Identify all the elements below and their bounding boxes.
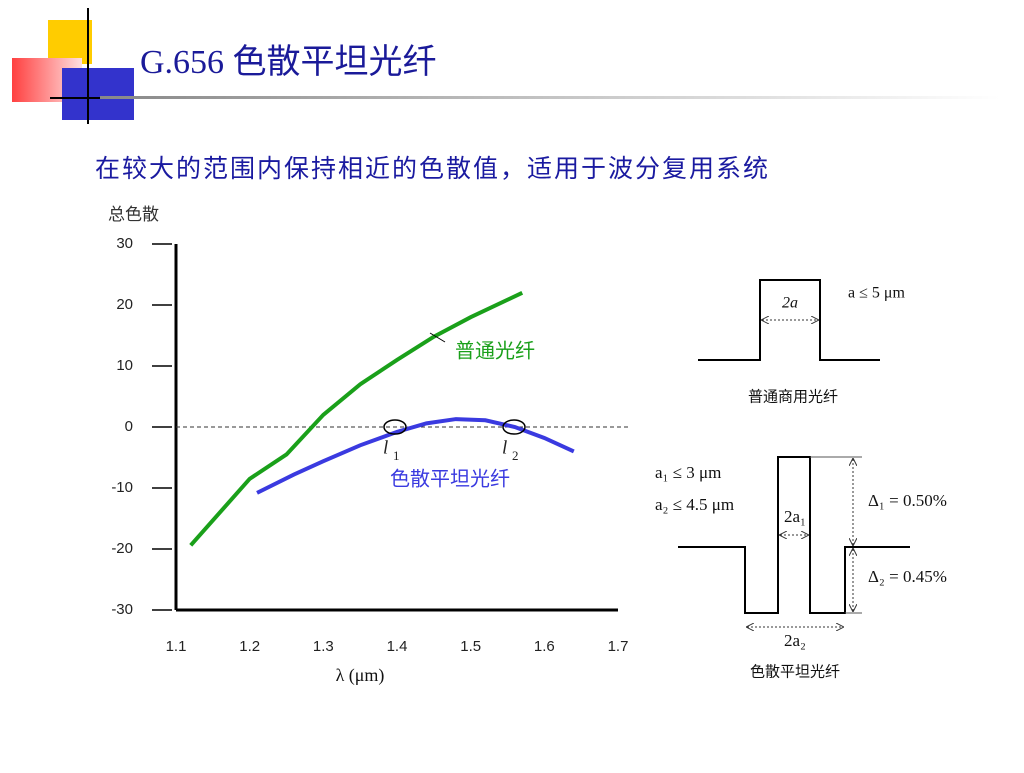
width-label: 2a₁: [784, 507, 806, 526]
y-axis-label: 总色散: [108, 205, 159, 225]
crossing-marker: [502, 419, 526, 435]
diagram-standard: 2a a ≤ 5 μm 普通商用光纤: [698, 279, 905, 406]
series-line: [189, 290, 524, 547]
series-label: 普通光纤: [455, 339, 535, 363]
condition: a₂ ≤ 4.5 μm: [655, 495, 734, 514]
width-label: 2a₂: [784, 631, 806, 650]
crossing-marker: [383, 419, 407, 435]
annotation-sub: 2: [512, 448, 519, 463]
caption: 色散平坦光纤: [750, 663, 840, 681]
x-tick-label: 1.6: [534, 638, 555, 655]
y-tick-label: 10: [116, 357, 133, 374]
y-tick-label: -30: [111, 601, 133, 618]
y-tick-label: -20: [111, 540, 133, 557]
title-rule: [100, 96, 1000, 99]
series-line: [256, 417, 575, 495]
x-tick-label: 1.5: [460, 638, 481, 655]
label-leader: [429, 332, 446, 343]
y-tick-label: 20: [116, 296, 133, 313]
delta-label: Δ₂ = 0.45%: [868, 567, 947, 586]
x-tick-label: 1.7: [608, 638, 629, 655]
x-axis-label: λ (μm): [336, 665, 385, 686]
slide-subtitle: 在较大的范围内保持相近的色散值，适用于波分复用系统: [95, 154, 770, 183]
condition: a₁ ≤ 3 μm: [655, 463, 721, 482]
y-tick-label: -10: [111, 479, 133, 496]
series-label: 色散平坦光纤: [390, 467, 510, 491]
slide-title: G.656 色散平坦光纤: [140, 43, 437, 81]
delta-label: Δ₁ = 0.50%: [868, 491, 947, 510]
x-tick-label: 1.3: [313, 638, 334, 655]
condition: a ≤ 5 μm: [848, 285, 905, 302]
x-tick-label: 1.2: [239, 638, 260, 655]
annotation: l: [383, 437, 388, 458]
y-tick-label: 0: [125, 418, 133, 435]
width-label: 2a: [782, 295, 798, 312]
logo: [12, 8, 134, 124]
diagram-flattened: a₁ ≤ 3 μm a₂ ≤ 4.5 μm 2a₁ 2a₂ Δ₁ = 0.50%…: [655, 456, 947, 681]
x-tick-label: 1.1: [166, 638, 187, 655]
x-tick-label: 1.4: [387, 638, 408, 655]
caption: 普通商用光纤: [748, 388, 838, 406]
y-tick-label: 30: [116, 235, 133, 252]
annotation: l: [502, 437, 507, 458]
annotation-sub: 1: [393, 448, 400, 463]
